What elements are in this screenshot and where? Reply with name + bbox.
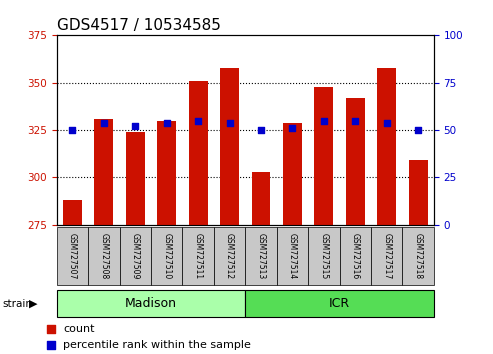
Text: GSM727514: GSM727514 xyxy=(288,233,297,279)
FancyBboxPatch shape xyxy=(182,227,214,285)
Point xyxy=(320,118,328,124)
Text: GSM727511: GSM727511 xyxy=(194,233,203,279)
FancyBboxPatch shape xyxy=(245,227,277,285)
Text: ▶: ▶ xyxy=(29,298,38,309)
Bar xyxy=(251,172,270,225)
FancyBboxPatch shape xyxy=(119,227,151,285)
Bar xyxy=(157,121,176,225)
Point xyxy=(414,127,422,133)
Point xyxy=(226,120,234,125)
FancyBboxPatch shape xyxy=(214,227,245,285)
Point xyxy=(257,127,265,133)
Point xyxy=(279,283,286,289)
FancyBboxPatch shape xyxy=(340,227,371,285)
Text: GSM727512: GSM727512 xyxy=(225,233,234,279)
Text: count: count xyxy=(63,324,95,334)
Point xyxy=(69,127,76,133)
Point xyxy=(352,118,359,124)
Point xyxy=(383,120,390,125)
Bar xyxy=(409,160,427,225)
Text: GSM727507: GSM727507 xyxy=(68,233,77,279)
Bar xyxy=(315,86,333,225)
FancyBboxPatch shape xyxy=(151,227,182,285)
Bar xyxy=(377,68,396,225)
Text: GSM727508: GSM727508 xyxy=(99,233,108,279)
FancyBboxPatch shape xyxy=(57,227,88,285)
FancyBboxPatch shape xyxy=(402,227,434,285)
Bar xyxy=(283,122,302,225)
Point xyxy=(194,118,202,124)
Bar xyxy=(126,132,145,225)
Text: GSM727513: GSM727513 xyxy=(256,233,266,279)
Text: GSM727510: GSM727510 xyxy=(162,233,171,279)
Point xyxy=(131,124,139,129)
Text: GSM727517: GSM727517 xyxy=(382,233,391,279)
Text: ICR: ICR xyxy=(329,297,350,310)
FancyBboxPatch shape xyxy=(308,227,340,285)
Point xyxy=(100,120,108,125)
Point xyxy=(163,120,171,125)
FancyBboxPatch shape xyxy=(57,290,245,317)
Bar xyxy=(220,68,239,225)
Text: GSM727509: GSM727509 xyxy=(131,233,140,279)
Text: strain: strain xyxy=(2,298,33,309)
Bar xyxy=(94,119,113,225)
Bar xyxy=(189,81,208,225)
Text: GDS4517 / 10534585: GDS4517 / 10534585 xyxy=(57,18,220,33)
FancyBboxPatch shape xyxy=(88,227,119,285)
Point xyxy=(288,125,296,131)
Text: GSM727518: GSM727518 xyxy=(414,233,423,279)
FancyBboxPatch shape xyxy=(277,227,308,285)
Text: percentile rank within the sample: percentile rank within the sample xyxy=(63,340,251,350)
Point xyxy=(279,136,286,141)
FancyBboxPatch shape xyxy=(371,227,402,285)
Bar xyxy=(63,200,82,225)
Text: GSM727516: GSM727516 xyxy=(351,233,360,279)
Text: GSM727515: GSM727515 xyxy=(319,233,328,279)
Bar xyxy=(346,98,365,225)
FancyBboxPatch shape xyxy=(245,290,434,317)
Text: Madison: Madison xyxy=(125,297,177,310)
